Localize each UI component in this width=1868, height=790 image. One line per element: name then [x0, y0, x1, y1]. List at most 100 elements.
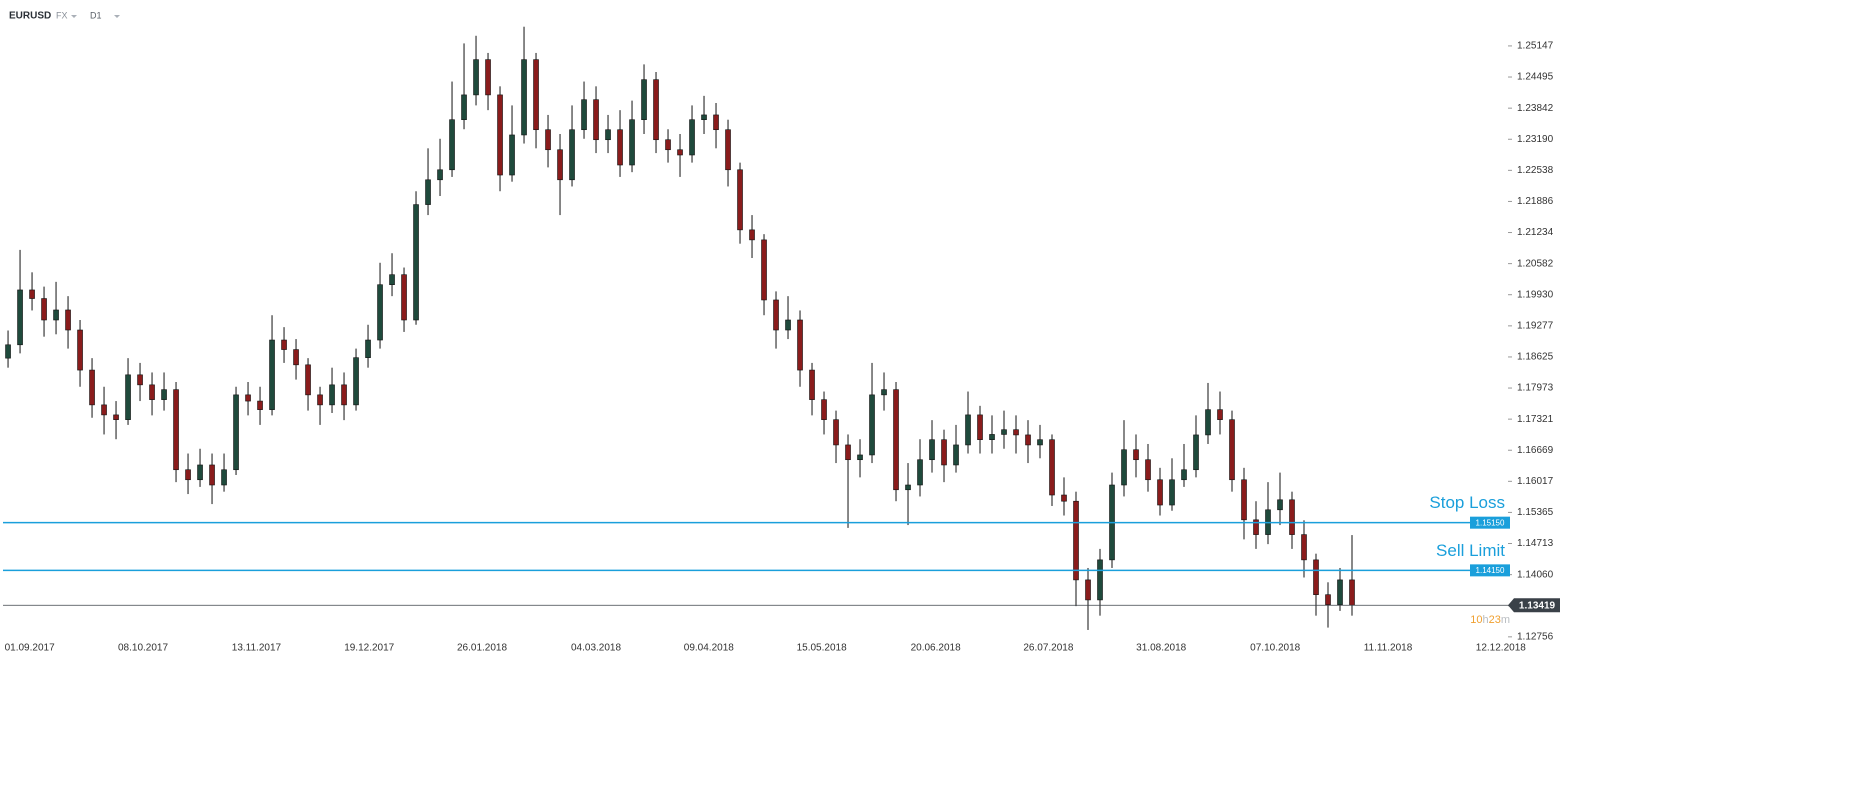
- candle-body: [1037, 439, 1043, 446]
- candle-body: [677, 149, 683, 156]
- candle-body: [497, 94, 503, 176]
- price-line-tag: [1470, 564, 1510, 577]
- candle-body: [1301, 534, 1307, 561]
- dropdown-arrow[interactable]: [71, 15, 77, 18]
- candle-body: [845, 444, 851, 461]
- candle-body: [1217, 409, 1223, 420]
- candle-body: [797, 319, 803, 371]
- candle-body: [113, 414, 119, 420]
- candle-body: [449, 119, 455, 171]
- candle-body: [653, 79, 659, 141]
- dropdown-arrow[interactable]: [114, 15, 120, 18]
- candle-body: [593, 99, 599, 141]
- y-tick-label: 1.23190: [1517, 134, 1554, 145]
- candle-body: [1325, 594, 1331, 605]
- y-tick-label: 1.25147: [1517, 41, 1554, 52]
- market[interactable]: FX: [56, 10, 68, 20]
- candle-body: [293, 349, 299, 366]
- y-tick-label: 1.14060: [1517, 569, 1554, 580]
- y-tick-label: 1.22538: [1517, 165, 1554, 176]
- candle-body: [737, 169, 743, 231]
- candle-body: [485, 59, 491, 96]
- candle-body: [953, 444, 959, 466]
- x-tick-label: 31.08.2018: [1136, 643, 1186, 654]
- candle-body: [389, 274, 395, 286]
- candle-body: [473, 59, 479, 96]
- candle-body: [257, 400, 263, 410]
- countdown-part: 10: [1470, 614, 1482, 626]
- candle-body: [1277, 499, 1283, 511]
- x-tick-label: 08.10.2017: [118, 643, 168, 654]
- y-tick-label: 1.17321: [1517, 414, 1554, 425]
- x-tick-label: 11.11.2018: [1364, 643, 1413, 654]
- candle-body: [89, 369, 95, 406]
- candle-body: [689, 119, 695, 156]
- candle-body: [665, 139, 671, 151]
- candle-body: [1025, 434, 1031, 446]
- countdown-part: 23: [1489, 614, 1501, 626]
- candle-body: [1121, 449, 1127, 486]
- candle-body: [1157, 479, 1163, 506]
- x-tick-label: 26.07.2018: [1023, 643, 1073, 654]
- y-tick-label: 1.17973: [1517, 383, 1554, 394]
- price-line-value: 1.14150: [1476, 566, 1505, 575]
- candle-body: [713, 114, 719, 131]
- candle-body: [1061, 494, 1067, 502]
- candle-body: [629, 119, 635, 166]
- candle-body: [197, 464, 203, 481]
- candle-body: [545, 129, 551, 151]
- candle-body: [641, 79, 647, 120]
- candle-body: [245, 394, 251, 402]
- y-tick-label: 1.19277: [1517, 320, 1554, 331]
- candle-body: [365, 339, 371, 358]
- candle-body: [881, 389, 887, 396]
- candle-body: [701, 114, 707, 120]
- candle-body: [29, 289, 35, 299]
- y-tick-label: 1.19930: [1517, 289, 1554, 300]
- candle-body: [5, 344, 11, 359]
- price-line-tag: [1470, 516, 1510, 529]
- x-tick-label: 15.05.2018: [797, 643, 847, 654]
- candle-body: [101, 404, 107, 416]
- candle-body: [149, 384, 155, 400]
- candle-body: [1133, 449, 1139, 461]
- x-tick-label: 01.09.2017: [5, 643, 55, 654]
- current-price-tag: [1508, 598, 1560, 613]
- candle-body: [1013, 429, 1019, 436]
- symbol[interactable]: EURUSD: [9, 11, 51, 22]
- candle-body: [401, 274, 407, 321]
- countdown-part: m: [1501, 614, 1510, 626]
- candle-body: [965, 414, 971, 446]
- candle-body: [569, 129, 575, 181]
- y-tick-label: 1.12756: [1517, 631, 1554, 642]
- candle-body: [1289, 499, 1295, 535]
- candle-body: [209, 464, 215, 486]
- candle-body: [1229, 419, 1235, 481]
- candle-body: [1085, 579, 1091, 601]
- candle-body: [617, 129, 623, 166]
- candle-body: [185, 469, 191, 481]
- timeframe[interactable]: D1: [90, 10, 102, 20]
- price-line-name: Sell Limit: [1436, 541, 1505, 560]
- y-tick-label: 1.23842: [1517, 103, 1554, 114]
- x-tick-label: 12.12.2018: [1476, 643, 1526, 654]
- x-tick-label: 09.04.2018: [684, 643, 734, 654]
- candle-body: [1049, 439, 1055, 496]
- candle-body: [521, 59, 527, 136]
- candle-body: [53, 309, 59, 321]
- candle-body: [1181, 469, 1187, 481]
- y-tick-label: 1.14713: [1517, 538, 1554, 549]
- candle-body: [1097, 559, 1103, 601]
- candle-body: [281, 339, 287, 350]
- x-tick-label: 20.06.2018: [911, 643, 961, 654]
- y-tick-label: 1.20582: [1517, 258, 1554, 269]
- candle-body: [785, 319, 791, 331]
- x-tick-label: 04.03.2018: [571, 643, 621, 654]
- candle-body: [533, 59, 539, 131]
- candle-body: [233, 394, 239, 471]
- candle-body: [269, 339, 275, 410]
- candle-body: [125, 374, 131, 420]
- candle-body: [905, 484, 911, 491]
- candle-body: [329, 384, 335, 406]
- candle-body: [989, 434, 995, 440]
